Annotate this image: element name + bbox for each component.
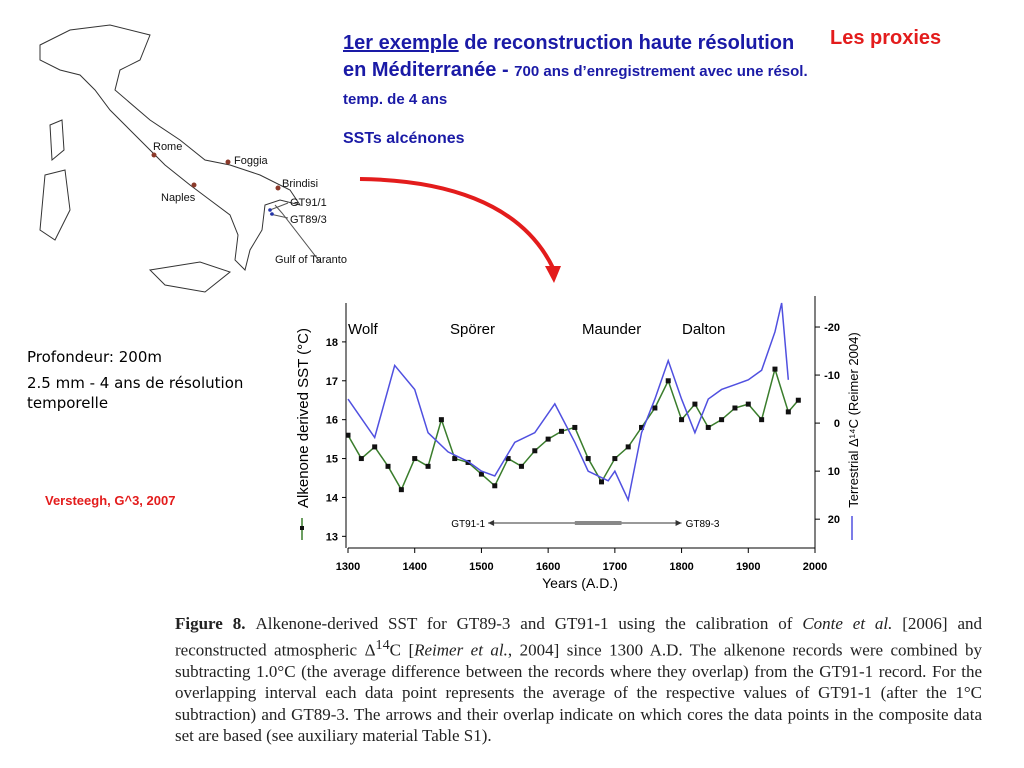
y-tick-label: 16 [326,415,338,427]
annotation: Spörer [450,321,495,338]
y-tick-label: 14 [326,492,339,504]
y2-tick-label: 10 [828,466,840,478]
x-tick-label: 1600 [536,561,560,573]
x-tick-label: 1800 [669,561,693,573]
data-point [345,432,351,438]
y-tick-label: 18 [326,337,338,349]
note: Profondeur: 200m [27,348,162,366]
y-tick-label: 13 [326,531,338,543]
data-point [452,456,458,462]
y-axis-label: Alkenone derived SST (°C) [295,328,312,508]
annotation: Maunder [582,321,641,338]
citation: Versteegh, G^3, 2007 [45,493,176,508]
x-tick-label: 1700 [603,561,627,573]
notes: Profondeur: 200m 2.5 mm - 4 ans de résolu… [27,347,257,419]
map-label: GT91/1 [290,197,327,209]
arrow-head [675,520,682,526]
caption-text: Conte et al. [802,614,893,633]
data-point [438,417,444,423]
data-point [705,424,711,430]
core-dots [268,208,274,216]
caption-text: , 2004] since 1300 A.D. The alkenone rec… [175,640,982,746]
data-point [518,463,524,469]
caption-text: C [ [389,640,415,660]
y-tick-label: 15 [326,454,338,466]
overlap-bar [574,521,622,525]
data-point [772,366,778,372]
data-point [719,417,725,423]
data-point [385,463,391,469]
data-point [612,456,618,462]
data-point [412,456,418,462]
map-label: Foggia [234,155,269,167]
map-label: Rome [153,141,182,153]
data-point [358,456,364,462]
city-dots [151,152,281,191]
x-tick-label: 1300 [336,561,360,573]
y2-tick-label: 20 [828,514,840,526]
data-point [679,417,685,423]
y2-tick-label: -20 [824,322,840,334]
chart: 1300 1400 1500 1600 1700 1800 1900 2000 13 14 15 16… [295,296,861,591]
slide-title: Les proxies [830,27,942,49]
heading: 1er exemple de reconstruction haute réso… [343,30,813,113]
caption-label: Figure 8. [175,614,246,633]
data-point [398,487,404,493]
data-point [478,471,484,477]
x-axis-label: Years (A.D.) [542,575,618,591]
data-point [505,456,511,462]
period-label: GT89-3 [686,519,720,530]
period-label: GT91-1 [451,519,485,530]
y2-tick-label: -10 [824,370,840,382]
data-point [572,424,578,430]
data-point [745,401,751,407]
data-point [425,463,431,469]
heading-link[interactable]: 1er exemple [343,32,459,54]
map-label: Naples [161,192,196,204]
data-point [372,444,378,450]
x-tick-label: 2000 [803,561,827,573]
data-point [585,456,591,462]
data-point [599,479,605,485]
caption-text: Alkenone-derived SST for GT89-3 and GT91… [255,614,803,633]
x-tick-label: 1400 [402,561,426,573]
figure-caption: Figure 8. Alkenone-derived SST for GT89-3… [175,613,982,747]
data-point [558,428,564,434]
data-point [532,448,538,454]
x-tick-label: 1500 [469,561,493,573]
x-tick-label: 1900 [736,561,760,573]
caption-text: Reimer et al. [414,640,508,660]
data-point [665,378,671,384]
data-point [732,405,738,411]
arrow-head [488,520,495,526]
data-point [639,424,645,430]
y2-tick-label: 0 [834,418,840,430]
annotation: Wolf [348,321,379,338]
map-label: GT89/3 [290,214,327,226]
map: Rome Foggia Brindisi Naples GT91/1 GT89/… [39,24,347,293]
data-point [652,405,658,411]
annotation: Dalton [682,321,725,338]
map-label: Brindisi [282,178,318,190]
data-point [625,444,631,450]
heading-text: de reconstruction haute résolution en Mé… [343,32,795,81]
subheading: SSTs alcénones [343,130,465,147]
data-point [795,397,801,403]
y-tick-label: 17 [326,376,338,388]
data-point [785,409,791,415]
caption-text: [2006] and reconstructed atmospheric Δ [175,614,983,660]
italy-outline [39,24,321,293]
data-point [759,417,765,423]
legend-key [300,526,304,530]
data-point [545,436,551,442]
note: 2.5 mm - 4 ans de résolution temporelle [27,374,244,412]
caption-text: 14 [375,636,390,653]
data-point [492,483,498,489]
y2-axis-label: Terrestrial Δ¹⁴C (Reimer 2004) [846,332,861,507]
map-label: Gulf of Taranto [275,254,347,266]
data-point [692,401,698,407]
series-line [347,302,790,503]
heading-small: 700 ans d’enregistrement avec une résol.… [343,63,808,108]
